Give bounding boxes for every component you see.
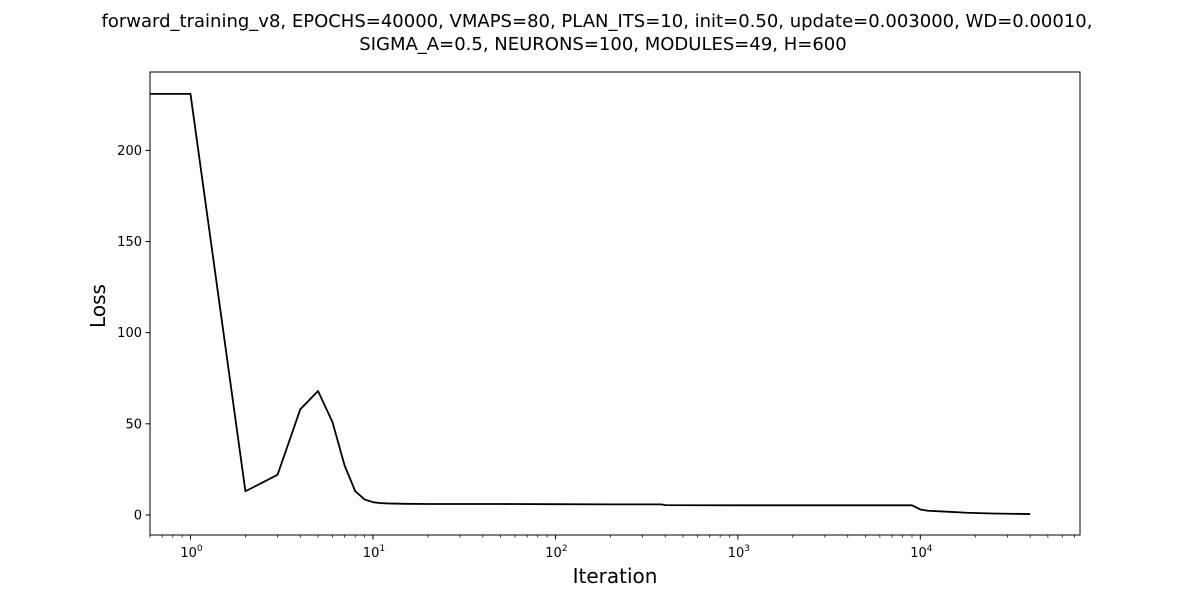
chart-title: forward_training_v8, EPOCHS=40000, VMAPS… xyxy=(102,11,1093,32)
y-tick-label: 100 xyxy=(117,326,142,341)
x-tick-exponent: 3 xyxy=(744,544,750,554)
x-tick-label: 102 xyxy=(545,544,567,561)
y-tick-label: 0 xyxy=(134,508,142,523)
loss-series-line xyxy=(150,92,1031,515)
x-tick-label: 101 xyxy=(363,544,385,561)
x-tick-exponent: 2 xyxy=(562,544,568,554)
y-tick-label: 50 xyxy=(125,417,142,432)
y-tick-label: 150 xyxy=(117,235,142,250)
y-tick-label: 200 xyxy=(117,144,142,159)
x-tick-base: 10 xyxy=(180,546,197,561)
x-axis-label: Iteration xyxy=(573,564,658,588)
x-tick-exponent: 1 xyxy=(379,544,385,554)
x-tick-exponent: 0 xyxy=(197,544,203,554)
x-tick-base: 10 xyxy=(363,546,380,561)
axes-frame xyxy=(149,71,1081,536)
x-tick-base: 10 xyxy=(728,546,745,561)
x-tick-base: 10 xyxy=(545,546,562,561)
y-axis-label: Loss xyxy=(86,284,110,328)
x-tick-base: 10 xyxy=(910,546,927,561)
x-tick-exponent: 4 xyxy=(927,544,933,554)
chart-subtitle: SIGMA_A=0.5, NEURONS=100, MODULES=49, H=… xyxy=(359,34,846,55)
x-tick-label: 103 xyxy=(728,544,750,561)
x-tick-label: 104 xyxy=(910,544,933,561)
x-tick-label: 100 xyxy=(180,544,203,561)
x-minor-ticks xyxy=(149,535,1075,538)
